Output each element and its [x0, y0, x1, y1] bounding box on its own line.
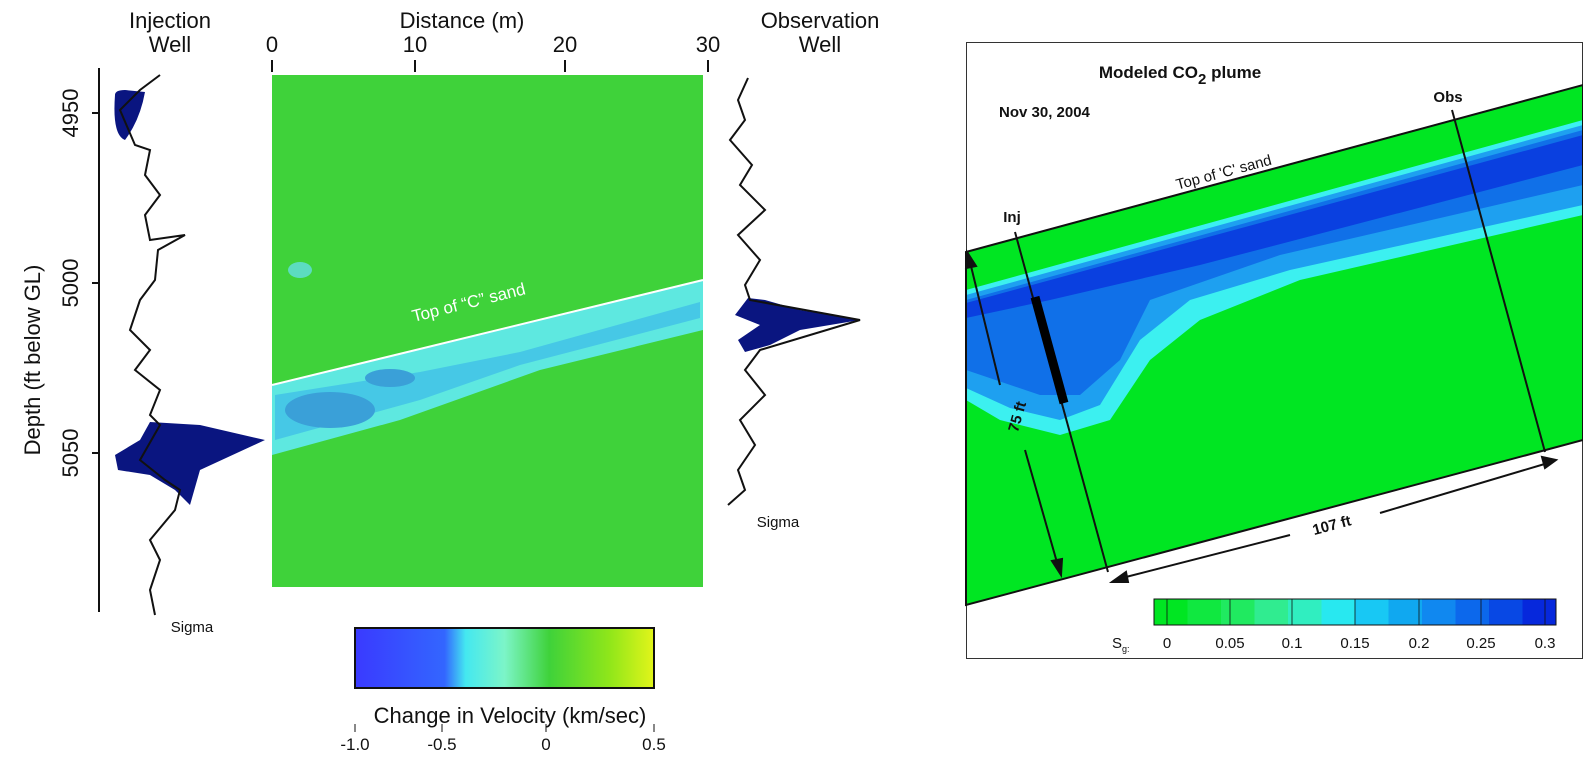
- colorbar-tick-label: 0.1: [1282, 635, 1303, 652]
- x-tick-label: 30: [696, 32, 720, 57]
- log-label: Sigma: [171, 619, 214, 636]
- colorbar-cell: [1255, 599, 1289, 625]
- title-part: Modeled CO: [1099, 63, 1198, 82]
- right-panel: Modeled CO2 plume Nov 30, 2004 Obs Inj T…: [966, 43, 1583, 659]
- colorbar-title: Change in Velocity (km/sec): [374, 703, 647, 728]
- label-part: g:: [1122, 644, 1130, 654]
- colorbar-cell: [1355, 599, 1389, 625]
- well-label: Inj: [1003, 209, 1021, 226]
- well-label: Obs: [1433, 89, 1462, 106]
- observation-log: [728, 78, 860, 505]
- velocity-image: [272, 75, 703, 587]
- colorbar-tick-label: 0.5: [642, 735, 666, 754]
- left-panel: Injection Well Observation Well Distance…: [20, 8, 879, 754]
- well-label: Observation: [761, 8, 880, 33]
- colorbar-cell: [1456, 599, 1490, 625]
- colorbar-cell: [1322, 599, 1356, 625]
- y-axis-title: Depth (ft below GL): [20, 265, 45, 456]
- colorbar-tick-label: 0.15: [1340, 635, 1369, 652]
- well-label: Well: [149, 32, 191, 57]
- x-tick-label: 0: [266, 32, 278, 57]
- colorbar-cell: [1422, 599, 1456, 625]
- figure: Injection Well Observation Well Distance…: [0, 0, 1583, 763]
- colorbar-tick-label: -1.0: [340, 735, 369, 754]
- colorbar-cell: [1523, 599, 1557, 625]
- y-tick-label: 4950: [58, 89, 83, 138]
- colorbar-cell: [1154, 599, 1188, 625]
- colorbar-tick-label: 0: [541, 735, 550, 754]
- title-part: 2: [1198, 71, 1206, 88]
- colorbar-tick-label: 0.25: [1466, 635, 1495, 652]
- page: Injection Well Observation Well Distance…: [0, 0, 1583, 763]
- colorbar-tick-label: -0.5: [427, 735, 456, 754]
- y-tick-label: 5000: [58, 259, 83, 308]
- colorbar-cell: [1188, 599, 1222, 625]
- y-tick-label: 5050: [58, 429, 83, 478]
- colorbar-cell: [1389, 599, 1423, 625]
- log-fill: [115, 422, 265, 505]
- label-part: S: [1112, 635, 1122, 652]
- log-label: Sigma: [757, 514, 800, 531]
- colorbar-tick-label: 0: [1163, 635, 1171, 652]
- colorbar: [355, 628, 654, 688]
- x-tick-label: 10: [403, 32, 427, 57]
- injection-log: [120, 75, 185, 615]
- colorbar-cell: [1221, 599, 1255, 625]
- colorbar-tick-label: 0.3: [1535, 635, 1556, 652]
- title-part: plume: [1206, 63, 1261, 82]
- date: Nov 30, 2004: [999, 104, 1091, 121]
- x-axis-title: Distance (m): [400, 8, 525, 33]
- well-label: Well: [799, 32, 841, 57]
- colorbar-tick-label: 0.05: [1215, 635, 1244, 652]
- colorbar-tick-label: 0.2: [1409, 635, 1430, 652]
- colorbar-cell: [1489, 599, 1523, 625]
- colorbar-cell: [1288, 599, 1322, 625]
- x-tick-label: 20: [553, 32, 577, 57]
- well-label: Injection: [129, 8, 211, 33]
